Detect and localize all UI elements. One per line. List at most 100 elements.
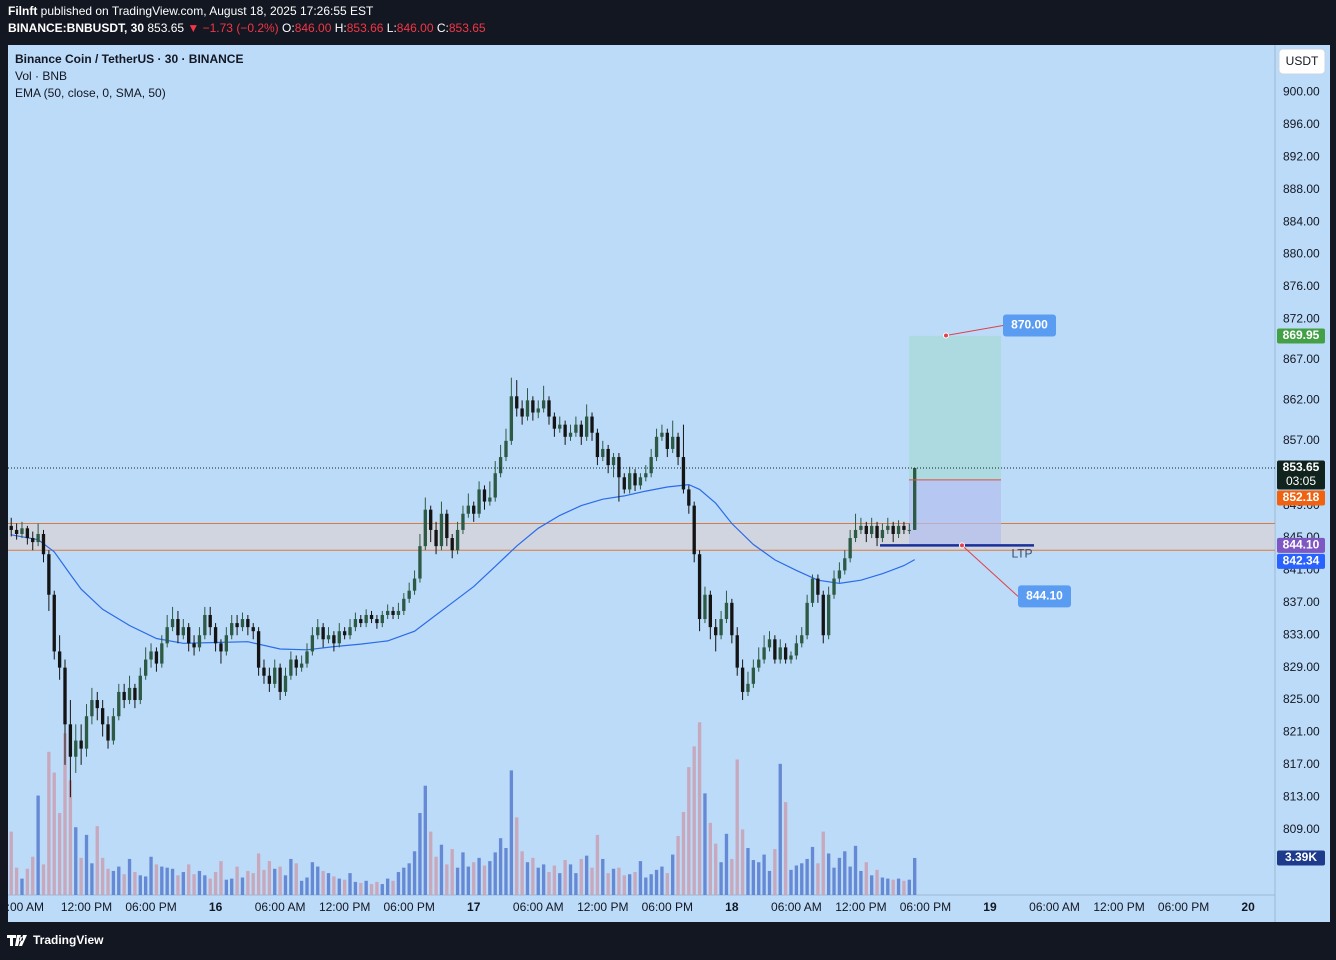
volume-bar [402, 867, 406, 895]
candle-body [348, 627, 352, 636]
volume-bar [57, 813, 62, 895]
volume-bar [515, 817, 519, 895]
volume-bar [418, 813, 422, 895]
candle-body [568, 432, 573, 437]
candle-body [902, 525, 906, 530]
volume-bar [289, 858, 293, 895]
volume-bar [52, 772, 56, 895]
volume-bar [466, 866, 471, 895]
candle-body [375, 619, 379, 624]
volume-bar [20, 878, 24, 895]
x-tick-label: 12:00 PM [61, 900, 112, 914]
candle-body [213, 627, 218, 644]
candle-body [488, 497, 492, 502]
volume-bar [348, 873, 352, 895]
candle-body [165, 627, 169, 644]
candle-body [203, 614, 207, 636]
candle-body [579, 424, 583, 437]
volume-bar [482, 865, 487, 895]
candle-body [197, 635, 202, 648]
volume-bar [154, 864, 159, 895]
candle-body [638, 477, 643, 486]
volume-bar [767, 870, 772, 895]
candle-body [192, 643, 196, 648]
volume-bar [816, 863, 820, 895]
volume-bar [262, 869, 266, 895]
y-tick-label: 833.00 [1283, 627, 1320, 641]
unit-label[interactable]: USDT [1286, 54, 1319, 68]
volume-bar [429, 831, 433, 895]
candle-body [853, 529, 858, 539]
header-line-2: BINANCE:BNBUSDT, 30 853.65 ▼ −1.73 (−0.2… [8, 21, 486, 35]
volume-bar [832, 867, 836, 895]
candle-body [429, 509, 433, 530]
volume-bar [100, 857, 105, 895]
volume-bar [149, 856, 153, 895]
volume-bar [369, 884, 374, 895]
zone-band [8, 523, 1275, 551]
candle-body [821, 594, 825, 636]
volume-bar [230, 878, 234, 895]
price-layer [8, 335, 1275, 798]
volume-bar [751, 860, 756, 895]
candle-body [337, 631, 341, 644]
volume-bar [837, 857, 842, 895]
volume-bar [170, 868, 175, 895]
volume-bar [332, 876, 336, 895]
candle-body [187, 627, 191, 644]
volume-bar [84, 834, 89, 895]
candle-body [230, 623, 234, 636]
candle-body [676, 436, 680, 458]
candle-body [47, 554, 51, 595]
volume-bar [907, 879, 911, 895]
volume-bar [875, 869, 879, 895]
candle-body [386, 610, 390, 615]
candle-body [95, 700, 99, 709]
candle-body [450, 538, 454, 551]
o-val: 846.00 [295, 21, 332, 35]
candle-body [41, 533, 46, 555]
volume-bar [541, 864, 546, 895]
volume-bar [337, 878, 341, 895]
unit-button[interactable] [1278, 48, 1326, 75]
price-label: 869.95 [1283, 328, 1320, 342]
candle-body [418, 546, 422, 579]
c-val: 853.65 [449, 21, 486, 35]
volume-bar [671, 854, 675, 895]
volume-bar [461, 852, 465, 895]
y-tick-label: 896.00 [1283, 117, 1320, 131]
volume-bar [773, 849, 777, 895]
candle-body [843, 558, 847, 571]
brand-name: TradingView [33, 933, 104, 947]
candle-body [84, 716, 89, 749]
volume-bar [579, 858, 583, 895]
x-tick-label: 06:00 PM [900, 900, 951, 914]
candle-body [692, 505, 696, 555]
candle-body [321, 627, 325, 640]
candle-body [144, 659, 148, 676]
candle-body [31, 538, 35, 543]
volume-bar [321, 870, 325, 895]
volume-bar [445, 864, 449, 895]
candle-body [316, 627, 320, 636]
volume-bar [719, 862, 723, 895]
c-key: C: [437, 21, 449, 35]
volume-bar [617, 867, 621, 895]
callout-line [945, 325, 1004, 337]
candle-body [767, 639, 772, 648]
volume-bar [509, 770, 514, 895]
candle-body [251, 627, 255, 632]
symbol: BINANCE:BNBUSDT, 30 [8, 21, 144, 35]
candle-body [498, 457, 503, 474]
volume-bar [714, 843, 718, 895]
candle-body [466, 505, 471, 514]
callout-label: 844.10 [1026, 589, 1063, 603]
last: 853.65 [147, 21, 184, 35]
volume-bar [568, 864, 573, 895]
candle-body [170, 619, 175, 628]
candle-body [762, 647, 766, 660]
candle-body [20, 528, 24, 534]
candle-body [724, 602, 729, 620]
candle-body [870, 525, 874, 534]
legend-ema: EMA (50, close, 0, SMA, 50) [15, 86, 166, 100]
